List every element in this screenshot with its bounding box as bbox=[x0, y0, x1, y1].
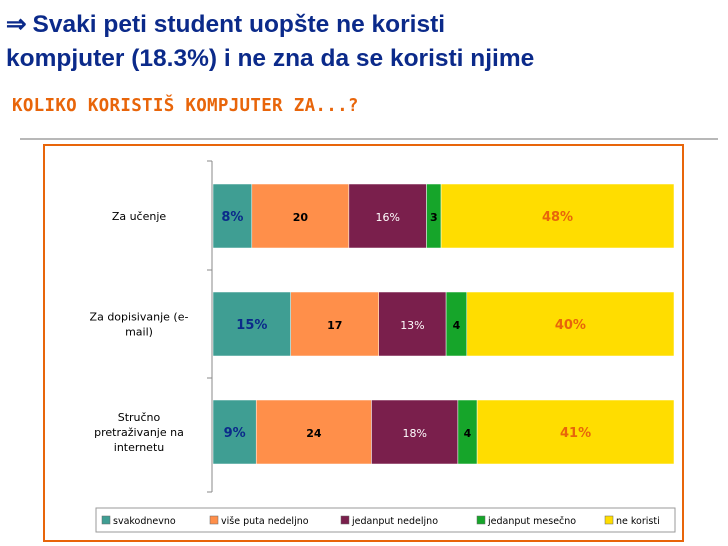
data-label: 17 bbox=[327, 319, 342, 332]
legend-swatch bbox=[209, 515, 219, 525]
data-label: 4 bbox=[453, 319, 461, 332]
data-label: 13% bbox=[400, 319, 424, 332]
bar-segment bbox=[290, 291, 380, 357]
legend-swatch bbox=[101, 515, 111, 525]
legend-swatch bbox=[476, 515, 486, 525]
bar-segment bbox=[371, 399, 459, 465]
legend-box bbox=[95, 507, 676, 533]
stacked-bar-chart: Za učenje Za dopisivanje (e-mail) Stručno p… bbox=[90, 160, 676, 533]
bar-segment bbox=[255, 399, 372, 465]
category-label: internetu bbox=[114, 441, 164, 454]
bar-segment bbox=[476, 399, 675, 465]
legend-label: više puta nedeljno bbox=[221, 516, 309, 527]
data-label: 15% bbox=[236, 318, 267, 333]
bar-segment bbox=[348, 183, 427, 249]
data-label: 40% bbox=[555, 318, 586, 333]
bar-segment bbox=[378, 291, 447, 357]
chart-subtitle: KOLIKO KORISTIŠ KOMPJUTER ZA...? bbox=[12, 96, 359, 116]
data-label: 48% bbox=[542, 210, 573, 225]
bar-segment bbox=[440, 183, 675, 249]
category-label: pretraživanje na bbox=[94, 426, 184, 439]
data-label: 18% bbox=[402, 427, 426, 440]
category-label: Za dopisivanje (e- bbox=[90, 311, 189, 324]
data-label: 41% bbox=[560, 426, 591, 441]
slide-title: ⇒ Svaki peti student uopšte ne koristi ko… bbox=[6, 8, 722, 76]
data-label: 4 bbox=[464, 427, 472, 440]
bar-segment bbox=[212, 399, 257, 465]
legend-label: jedanput mesečno bbox=[487, 516, 576, 527]
slide-title-line-1: ⇒ Svaki peti student uopšte ne koristi bbox=[6, 8, 722, 42]
data-label: 20 bbox=[293, 211, 309, 224]
legend-label: jedanput nedeljno bbox=[351, 516, 438, 527]
slide-title-text-1: Svaki peti student uopšte ne koristi bbox=[32, 11, 446, 38]
category-label: Za učenje bbox=[112, 210, 167, 223]
chart-frame: Za učenje Za dopisivanje (e-mail) Stručno p… bbox=[43, 144, 684, 542]
implies-arrow-icon: ⇒ bbox=[6, 11, 27, 38]
data-label: 16% bbox=[375, 211, 399, 224]
bar-segment bbox=[466, 291, 675, 357]
data-label: 8% bbox=[221, 210, 243, 225]
data-label: 9% bbox=[224, 426, 246, 441]
divider-line bbox=[20, 138, 718, 140]
category-label: mail) bbox=[125, 326, 153, 339]
legend-label: svakodnevno bbox=[113, 516, 176, 527]
bar-segment bbox=[251, 183, 350, 249]
data-label: 24 bbox=[306, 427, 322, 440]
category-label: Stručno bbox=[118, 411, 161, 424]
legend-swatch bbox=[604, 515, 614, 525]
legend-swatch bbox=[340, 515, 350, 525]
bar-segment bbox=[212, 183, 253, 249]
data-label: 3 bbox=[430, 211, 438, 224]
legend-label: ne koristi bbox=[616, 516, 660, 527]
slide-title-line-2: kompjuter (18.3%) i ne zna da se koristi… bbox=[6, 45, 535, 72]
